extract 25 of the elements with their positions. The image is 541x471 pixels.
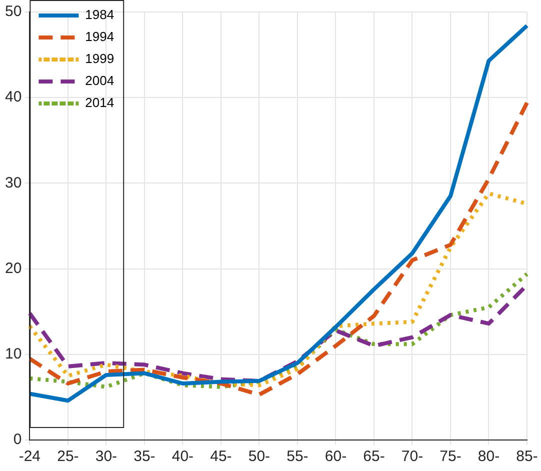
legend-label: 1999: [85, 51, 114, 66]
x-tick-label: 30-: [95, 448, 118, 466]
legend-label: 2014: [85, 95, 114, 110]
x-tick-label: 65-: [363, 448, 385, 466]
x-tick-label: 50-: [248, 448, 270, 466]
x-tick-label: 55-: [286, 448, 308, 466]
x-tick-label: 75-: [440, 448, 462, 466]
x-tick-label: 35-: [134, 448, 156, 466]
x-tick-label: -24: [18, 448, 41, 466]
y-tick-label: 50: [4, 3, 22, 20]
x-tick-label: 80-: [478, 448, 500, 466]
legend-label: 1984: [85, 7, 114, 22]
x-tick-label: 60-: [324, 448, 347, 466]
x-tick-label: 40-: [172, 448, 194, 466]
x-tick-label: 70-: [401, 448, 424, 466]
y-tick-label: 30: [4, 174, 22, 192]
y-tick-label: 0: [13, 431, 22, 448]
x-tick-label: 45-: [210, 448, 232, 466]
y-tick-label: 10: [4, 346, 22, 363]
y-tick-label: 20: [4, 260, 22, 277]
legend-label: 2004: [85, 73, 114, 88]
x-tick-label: 85-: [516, 448, 538, 466]
x-tick-label: 25-: [57, 448, 79, 466]
y-tick-label: 40: [4, 88, 22, 106]
legend-label: 1994: [85, 29, 114, 44]
